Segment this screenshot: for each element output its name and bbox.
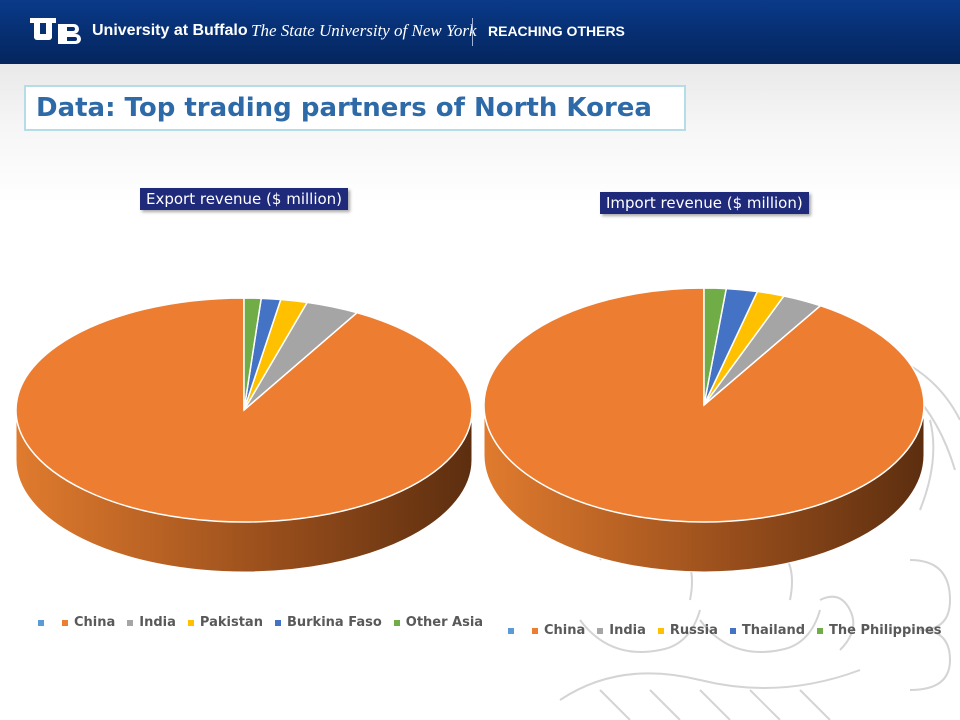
legend-label: The Philippines <box>829 623 942 638</box>
legend-swatch <box>508 627 514 634</box>
legend-swatch <box>657 627 664 634</box>
ub-monogram-icon <box>30 18 81 44</box>
export-legend-item-pakistan: Pakistan <box>187 615 263 630</box>
legend-label: China <box>544 623 586 638</box>
legend-label: Thailand <box>741 623 806 638</box>
export-slice-other-asia <box>243 297 263 411</box>
system-name: The State University of New York <box>251 21 477 40</box>
header-banner: University at Buffalo The State Universi… <box>0 0 960 64</box>
legend-swatch <box>62 619 68 626</box>
import-legend-item-india: India <box>597 623 646 638</box>
legend-label: India <box>609 623 646 638</box>
import-legend-item-russia: Russia <box>657 623 718 638</box>
import-legend-item-unnamed <box>508 627 520 634</box>
legend-swatch <box>532 627 538 634</box>
legend-label: Pakistan <box>199 615 263 630</box>
legend-label: Russia <box>669 623 718 638</box>
institution-name: University at Buffalo <box>92 22 248 39</box>
legend-label: India <box>139 615 176 630</box>
legend-swatch <box>817 627 824 634</box>
legend-swatch <box>729 627 736 634</box>
legend-swatch <box>597 627 604 634</box>
import-chart-title: Import revenue ($ million) <box>600 192 809 214</box>
import-pie-chart <box>483 287 925 573</box>
slide-title-box: Data: Top trading partners of North Kore… <box>24 85 686 131</box>
tagline: REACHING OTHERS <box>488 23 625 39</box>
legend-swatch <box>393 619 400 626</box>
legend-label: Other Asia <box>405 615 484 630</box>
import-legend-item-thailand: Thailand <box>729 623 806 638</box>
slide-title: Data: Top trading partners of North Kore… <box>36 93 652 123</box>
export-legend-item-unnamed <box>38 619 50 626</box>
legend-label: China <box>74 615 116 630</box>
export-legend-item-china: China <box>62 615 115 630</box>
legend-label: Burkina Faso <box>286 615 382 630</box>
import-legend-item-the-philippines: The Philippines <box>817 623 942 638</box>
export-legend-item-burkina-faso: Burkina Faso <box>274 615 382 630</box>
export-legend-item-india: India <box>127 615 176 630</box>
export-legend-item-other-asia: Other Asia <box>393 615 484 630</box>
import-legend: China India Russia Thailand The Philippines <box>508 623 954 638</box>
banner-divider <box>472 18 473 46</box>
legend-swatch <box>127 619 134 626</box>
export-chart-title: Export revenue ($ million) <box>140 188 349 210</box>
legend-swatch <box>187 619 194 626</box>
import-legend-item-china: China <box>532 623 585 638</box>
export-legend: China India Pakistan Burkina Faso Other Asia <box>38 615 495 630</box>
legend-swatch <box>274 619 281 626</box>
export-pie-chart <box>15 297 473 573</box>
legend-swatch <box>38 619 44 626</box>
import-slice-the-philippines <box>703 287 728 406</box>
